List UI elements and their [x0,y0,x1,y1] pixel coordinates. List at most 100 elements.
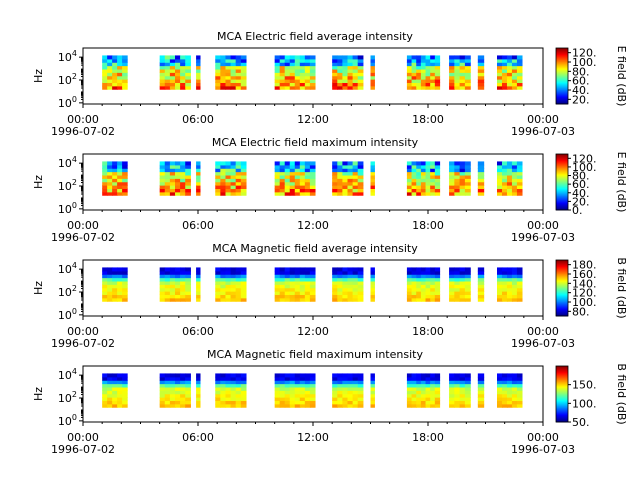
spectrogram-cell [420,270,427,275]
spectrogram-cell [169,161,176,166]
colorbar-cell [556,182,568,184]
spectrogram-cell [169,188,176,193]
spectrogram-cell [169,373,176,378]
spectrogram-cell [107,181,113,186]
spectrogram-cell [279,270,286,275]
spectrogram-cell [279,178,286,183]
colorbar-cell [556,86,568,89]
spectrogram-cell [332,383,338,388]
spectrogram-cell [274,297,281,302]
spectrogram-cell [304,403,311,408]
spectrogram-cell [117,65,123,70]
spectrogram-cell [337,75,343,80]
spectrogram-cell [112,68,118,73]
spectrogram-cell [449,297,455,302]
spectrogram-cell [406,82,413,87]
spectrogram-cell [516,55,523,60]
spectrogram-cell [112,393,118,398]
spectrogram-cell [196,178,201,183]
spectrogram-cell [279,274,286,279]
spectrogram-cell [477,72,485,77]
spectrogram-cell [235,68,242,73]
spectrogram-cell [117,376,123,381]
spectrogram-cell [117,390,123,395]
spectrogram-cell [459,171,466,176]
x-tick-label: 00:00 [527,219,559,232]
spectrogram-cell [477,164,485,169]
spectrogram-cell [477,274,485,279]
spectrogram-cell [501,393,508,398]
spectrogram-cell [434,297,441,302]
spectrogram-cell [225,185,232,189]
spectrogram-cell [332,400,338,405]
spectrogram-cell [235,294,242,299]
spectrogram-cell [279,58,286,63]
colorbar-cell [556,399,568,402]
spectrogram-cell [459,164,466,169]
spectrogram-cell [425,191,431,196]
spectrogram-cell [279,400,286,405]
colorbar-cell [556,92,568,94]
spectrogram-cell [122,68,128,73]
spectrogram-cell [122,178,128,183]
spectrogram-cell [506,390,513,395]
spectrogram-cell [357,400,364,405]
spectrogram-cell [294,270,301,275]
spectrogram-cell [230,178,237,183]
colorbar-cell [556,268,568,270]
spectrogram-cell [169,75,176,80]
spectrogram-cell [464,85,471,90]
spectrogram-cell [180,82,186,87]
spectrogram-cell [299,164,306,169]
spectrogram-cell [406,65,413,70]
spectrogram-cell [342,174,349,179]
spectrogram-cell [477,400,485,405]
spectrogram-cell [175,188,181,193]
spectrogram-cell [454,277,461,282]
spectrogram-cell [516,380,523,385]
spectrogram-cell [196,161,201,166]
y-tick-label: 102 [58,178,77,193]
spectrogram-cell [284,284,291,289]
spectrogram-cell [304,280,311,285]
spectrogram-cell [230,294,237,299]
spectrogram-cell [309,171,316,176]
spectrogram-cell [225,85,232,90]
spectrogram-cell [511,284,518,289]
spectrogram-cell [337,393,343,398]
spectrogram-cell [357,393,364,398]
spectrogram-cell [477,62,485,67]
spectrogram-cell [352,191,359,196]
spectrogram-cell [477,294,485,299]
colorbar-tick-label: 60. [572,75,590,88]
x-tick-label: 18:00 [412,325,444,338]
colorbar-cell [556,270,568,273]
spectrogram-cell [220,297,227,302]
spectrogram-cell [102,164,108,169]
spectrogram-cell [175,386,181,391]
spectrogram-cell [434,75,441,80]
spectrogram-cell [159,161,166,166]
spectrogram-cell [434,188,441,193]
colorbar-cell [556,97,568,99]
spectrogram-cell [477,403,485,408]
spectrogram-cell [370,291,375,295]
spectrogram-cell [175,277,181,282]
spectrogram-cell [289,68,296,73]
spectrogram-cell [164,174,171,179]
spectrogram-cell [274,188,281,193]
spectrogram-cell [497,270,503,275]
spectrogram-cell [107,373,113,378]
spectrogram-cell [230,270,237,275]
spectrogram-cell [357,82,364,87]
spectrogram-cell [185,188,191,193]
spectrogram-cell [220,390,227,395]
spectrogram-cell [122,72,128,77]
spectrogram-cell [449,188,455,193]
spectrogram-cell [370,174,375,179]
spectrogram-cell [342,267,349,272]
spectrogram-cell [332,270,338,275]
spectrogram-cell [464,277,471,282]
spectrogram-cell [215,393,221,398]
spectrogram-cell [274,274,281,279]
